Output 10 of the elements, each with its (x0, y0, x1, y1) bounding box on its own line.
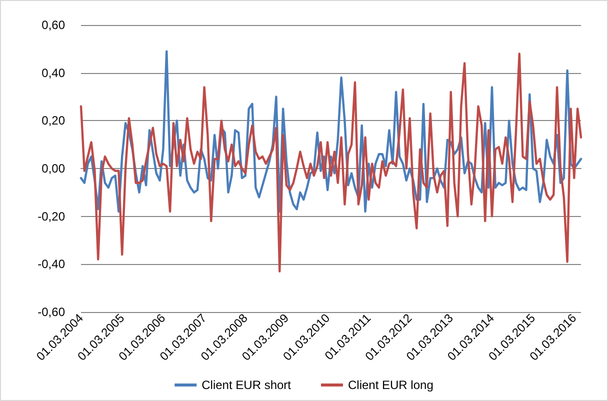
y-tick-label: 0,40 (42, 66, 66, 80)
legend-label: Client EUR short (202, 378, 292, 392)
y-tick-label: -0,40 (38, 257, 66, 272)
line-series (80, 52, 582, 272)
y-tick-label: 0,20 (42, 114, 66, 128)
y-tick-label: -0,20 (38, 209, 66, 224)
y-tick-label: 0,60 (42, 18, 66, 32)
legend-label: Client EUR long (348, 378, 434, 392)
y-tick-label: 0,00 (42, 162, 66, 176)
line-series (80, 50, 582, 213)
